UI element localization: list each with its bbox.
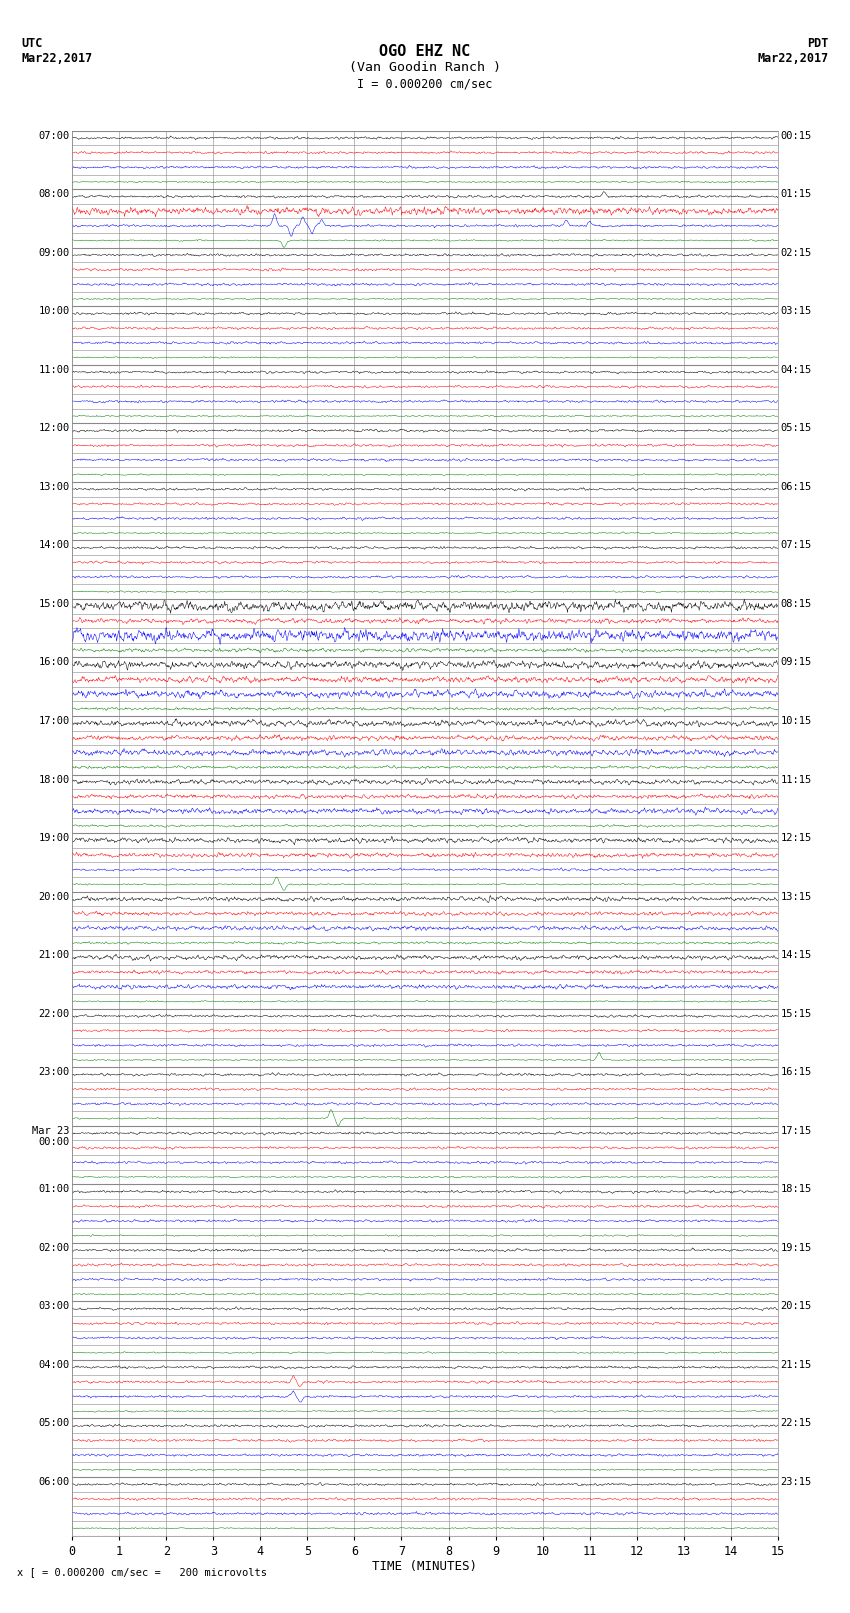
Text: (Van Goodin Ranch ): (Van Goodin Ranch ) [349,61,501,74]
Text: Mar22,2017: Mar22,2017 [757,52,829,65]
Text: PDT: PDT [808,37,829,50]
Text: OGO EHZ NC: OGO EHZ NC [379,44,471,58]
Text: Mar22,2017: Mar22,2017 [21,52,93,65]
Text: x [ = 0.000200 cm/sec =   200 microvolts: x [ = 0.000200 cm/sec = 200 microvolts [17,1568,267,1578]
X-axis label: TIME (MINUTES): TIME (MINUTES) [372,1560,478,1573]
Text: I = 0.000200 cm/sec: I = 0.000200 cm/sec [357,77,493,90]
Text: UTC: UTC [21,37,42,50]
